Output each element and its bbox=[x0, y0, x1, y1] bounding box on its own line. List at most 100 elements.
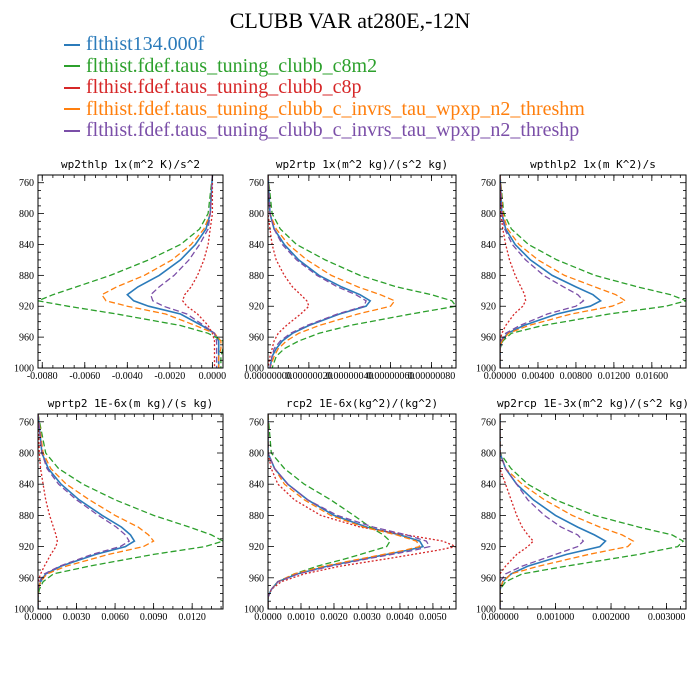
y-tick-label: 920 bbox=[249, 542, 264, 553]
y-tick-label: 760 bbox=[481, 417, 496, 428]
y-tick-label: 800 bbox=[481, 209, 496, 220]
series-line bbox=[38, 414, 223, 609]
legend-label: flthist.fdef.taus_tuning_clubb_c_invrs_t… bbox=[86, 97, 585, 120]
y-tick-label: 880 bbox=[19, 271, 34, 282]
series-line bbox=[500, 175, 585, 368]
series-line bbox=[500, 414, 585, 609]
y-tick-label: 880 bbox=[481, 511, 496, 522]
series-line bbox=[38, 414, 58, 609]
series-line bbox=[38, 175, 223, 368]
legend-item: flthist.fdef.taus_tuning_clubb_c_invrs_t… bbox=[64, 97, 585, 121]
y-tick-label: 920 bbox=[249, 302, 264, 313]
series-line bbox=[268, 175, 372, 368]
series-line bbox=[268, 175, 456, 368]
legend-swatch bbox=[64, 65, 80, 68]
legend-item: flthist134.000f bbox=[64, 33, 585, 56]
series-line bbox=[500, 414, 535, 609]
legend-swatch bbox=[64, 86, 80, 89]
x-tick-label: 0.00000020 bbox=[285, 371, 333, 382]
x-tick-label: 0.000000 bbox=[481, 612, 519, 623]
series-line bbox=[268, 175, 310, 368]
y-tick-label: 800 bbox=[249, 209, 264, 220]
x-tick-label: 0.0020 bbox=[320, 612, 348, 623]
x-tick-label: 0.0050 bbox=[419, 612, 447, 623]
y-tick-label: 880 bbox=[249, 511, 264, 522]
x-tick-label: -0.0040 bbox=[112, 371, 143, 382]
series-line bbox=[181, 175, 216, 368]
legend: flthist134.000f flthist.fdef.taus_tuning… bbox=[64, 33, 585, 142]
y-tick-label: 880 bbox=[481, 271, 496, 282]
y-tick-label: 1000 bbox=[476, 605, 496, 616]
plot-frame bbox=[267, 174, 457, 369]
y-tick-label: 960 bbox=[19, 573, 34, 584]
legend-label: flthist.fdef.taus_tuning_clubb_c8m2 bbox=[86, 54, 378, 77]
y-tick-label: 760 bbox=[19, 417, 34, 428]
chart-panel: wp2rtp 1x(m^2 kg)/(s^2 kg) 760 800 840 880 92… bbox=[244, 158, 457, 382]
y-tick-label: 840 bbox=[481, 480, 496, 491]
series-line bbox=[100, 175, 222, 368]
legend-label: flthist.fdef.taus_tuning_clubb_c8p bbox=[86, 76, 362, 98]
y-tick-label: 760 bbox=[481, 178, 496, 189]
chart-title: wp2rtp 1x(m^2 kg)/(s^2 kg) bbox=[276, 158, 448, 171]
series-line bbox=[38, 414, 136, 609]
plot-frame bbox=[37, 174, 224, 369]
legend-item: flthist.fdef.taus_tuning_clubb_c8p bbox=[64, 76, 585, 99]
y-tick-label: 960 bbox=[249, 573, 264, 584]
x-tick-label: 0.0030 bbox=[63, 612, 91, 623]
plot-frame bbox=[499, 174, 687, 369]
series-line bbox=[268, 175, 396, 368]
x-tick-label: 0.01600 bbox=[636, 371, 669, 382]
legend-label: flthist134.000f bbox=[86, 33, 205, 55]
chart-panel: wpthlp2 1x(m K^2)/s 760 800 840 880 920 960 100… bbox=[476, 158, 687, 382]
series-line bbox=[500, 175, 527, 368]
x-tick-label: 0.0090 bbox=[140, 612, 168, 623]
series-line bbox=[268, 414, 421, 609]
series-line bbox=[268, 414, 425, 609]
y-tick-label: 840 bbox=[249, 480, 264, 491]
legend-swatch bbox=[64, 108, 80, 111]
series-line bbox=[268, 175, 367, 368]
plot-frame bbox=[499, 413, 687, 610]
x-tick-label: 0.0000 bbox=[199, 371, 227, 382]
y-tick-label: 1000 bbox=[14, 364, 34, 375]
x-tick-label: 0.00000060 bbox=[367, 371, 415, 382]
x-tick-label: 0.003000 bbox=[648, 612, 686, 623]
y-tick-label: 880 bbox=[19, 511, 34, 522]
x-tick-label: 0.00000 bbox=[484, 371, 517, 382]
series-line bbox=[126, 175, 220, 368]
plot-frame bbox=[37, 413, 224, 610]
y-tick-label: 960 bbox=[19, 333, 34, 344]
series-line bbox=[500, 175, 686, 368]
series-line bbox=[149, 175, 218, 368]
y-tick-label: 760 bbox=[249, 178, 264, 189]
series-line bbox=[38, 414, 131, 609]
y-tick-label: 840 bbox=[481, 240, 496, 251]
chart-title: wprtp2 1E-6x(m kg)/(s kg) bbox=[48, 397, 214, 410]
x-tick-label: 0.0000 bbox=[254, 612, 282, 623]
series-line bbox=[500, 414, 635, 609]
legend-swatch bbox=[64, 129, 80, 132]
plot-frame bbox=[267, 413, 457, 610]
y-tick-label: 1000 bbox=[476, 364, 496, 375]
y-tick-label: 800 bbox=[249, 449, 264, 460]
x-tick-label: 0.00000080 bbox=[408, 371, 456, 382]
y-tick-label: 920 bbox=[481, 542, 496, 553]
y-tick-label: 840 bbox=[249, 240, 264, 251]
series-line bbox=[38, 414, 155, 609]
legend-label: flthist.fdef.taus_tuning_clubb_c_invrs_t… bbox=[86, 119, 580, 141]
x-tick-label: 0.0010 bbox=[287, 612, 315, 623]
x-tick-label: 0.0060 bbox=[101, 612, 129, 623]
y-tick-label: 920 bbox=[19, 302, 34, 313]
x-tick-label: -0.0080 bbox=[27, 371, 58, 382]
series-line bbox=[268, 414, 456, 609]
x-tick-label: 0.0120 bbox=[178, 612, 206, 623]
x-tick-label: 0.00000000 bbox=[244, 371, 292, 382]
chart-panel: wp2thlp 1x(m^2 K)/s^2 760 800 840 880 920 960 1… bbox=[14, 158, 226, 382]
y-tick-label: 880 bbox=[249, 271, 264, 282]
x-tick-label: -0.0020 bbox=[154, 371, 185, 382]
x-tick-label: 0.00800 bbox=[560, 371, 593, 382]
y-tick-label: 960 bbox=[481, 333, 496, 344]
x-tick-label: -0.0060 bbox=[69, 371, 100, 382]
series-line bbox=[500, 175, 603, 368]
